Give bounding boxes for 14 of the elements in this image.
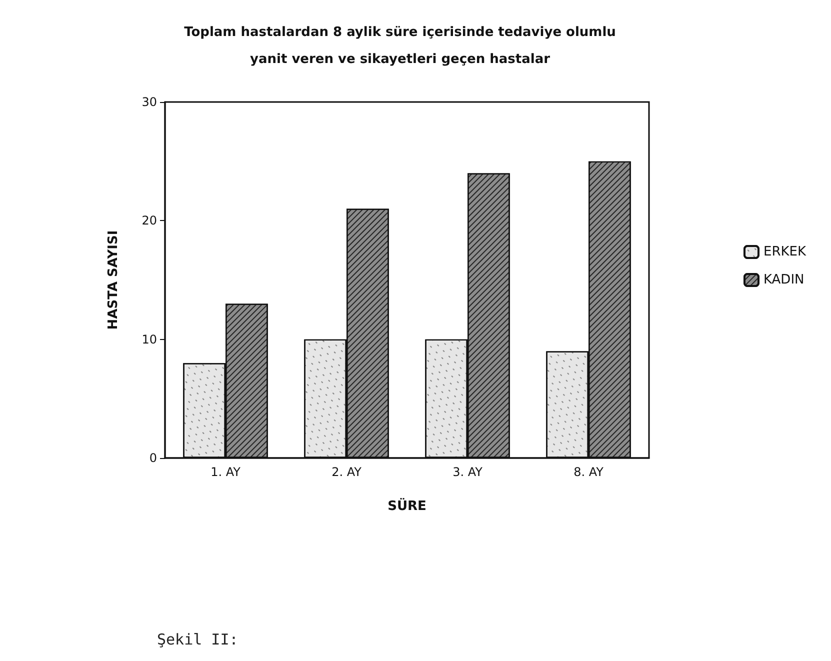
x-tick-label: 1. AY [210, 465, 242, 479]
legend-label: ERKEK [763, 244, 806, 260]
legend-label: KADIN [763, 272, 804, 288]
x-tick-label: 3. AY [452, 465, 484, 479]
x-axis-title: SÜRE [388, 497, 426, 514]
y-tick-label: 20 [142, 214, 157, 228]
y-axis-title: HASTA SAYISI [106, 230, 121, 330]
y-tick-label: 0 [149, 451, 157, 465]
y-tick-label: 10 [142, 332, 157, 346]
y-tick-label: 30 [142, 95, 157, 109]
chart-title: Toplam hastalardan 8 aylik süre içerisinde tedaviye olumlu yanit veren ve sikayetleri geçen hastalar [184, 25, 616, 67]
x-tick-label: 2. AY [332, 465, 362, 479]
x-tick-label: 8. AY [574, 465, 604, 479]
text: Şekil II: [157, 630, 238, 648]
